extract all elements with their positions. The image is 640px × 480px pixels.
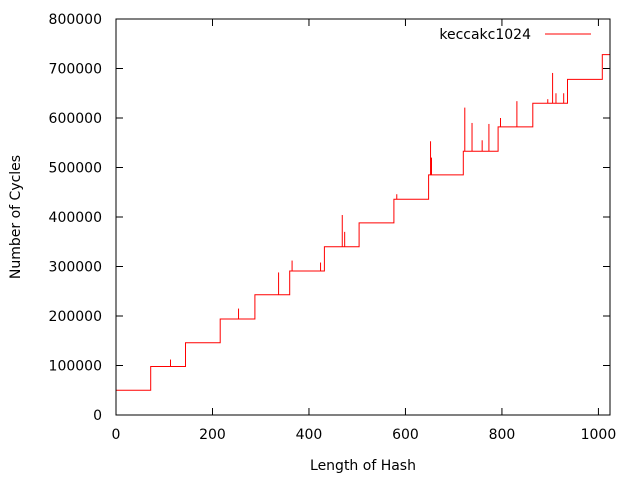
legend-label: keccakc1024 (439, 27, 531, 43)
x-tick-label: 400 (296, 427, 323, 443)
y-tick-label: 100000 (49, 359, 102, 375)
x-tick-label: 800 (489, 427, 516, 443)
x-tick-label: 200 (199, 427, 226, 443)
y-axis-label: Number of Cycles (8, 155, 24, 279)
y-tick-label: 300000 (49, 260, 102, 276)
y-tick-label: 400000 (49, 210, 102, 226)
plot-area (116, 54, 610, 391)
x-axis-label: Length of Hash (310, 458, 416, 474)
y-tick-label: 0 (93, 408, 102, 424)
plot-frame (115, 18, 611, 416)
y-tick-label: 800000 (49, 12, 102, 28)
y-tick-label: 700000 (49, 62, 102, 78)
x-axis: 0 200 400 600 800 1000 (112, 19, 617, 443)
x-tick-label: 0 (112, 427, 121, 443)
y-axis: 0 100000 200000 300000 400000 500000 600000 700… (49, 12, 610, 424)
legend: keccakc1024 (439, 27, 591, 43)
y-tick-label: 200000 (49, 309, 102, 325)
x-tick-label: 1000 (581, 427, 617, 443)
series-line (116, 54, 610, 391)
x-tick-label: 600 (392, 427, 419, 443)
y-tick-label: 500000 (49, 161, 102, 177)
y-tick-label: 600000 (49, 111, 102, 127)
